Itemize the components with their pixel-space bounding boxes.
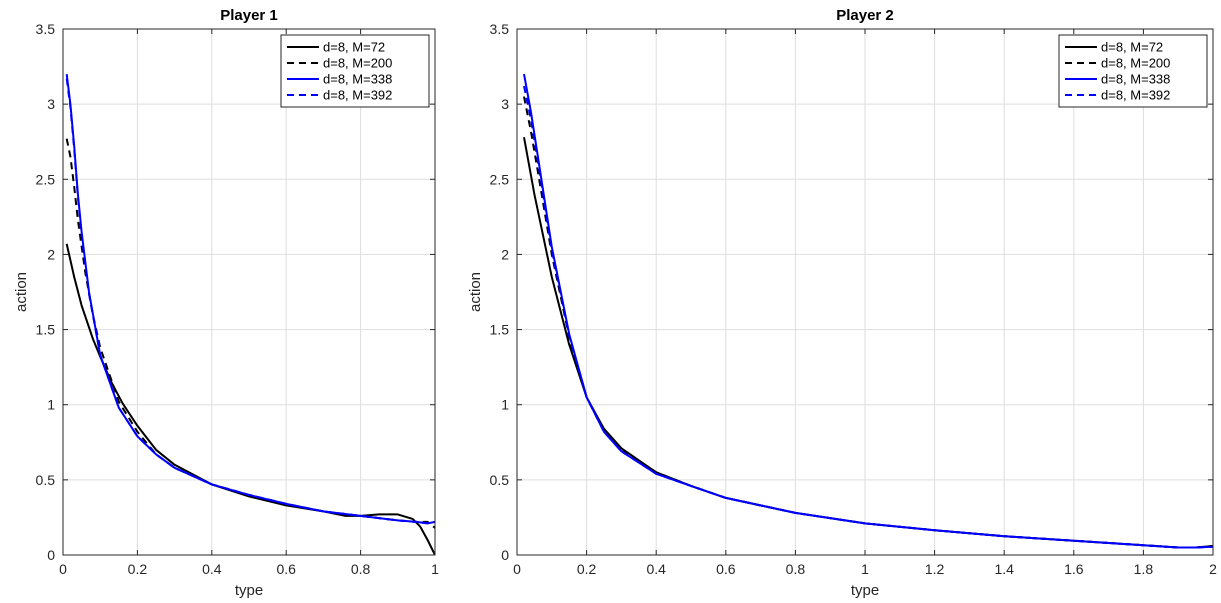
y-tick-label: 1.5 [36,322,56,338]
series-line-4 [523,85,1213,549]
x-tick-label: 0.8 [786,561,806,577]
x-tick-label: 1.8 [1134,561,1154,577]
x-tick-label: 0.6 [276,561,296,577]
y-tick-label: 0.5 [490,472,510,488]
y-tick-label: 3.5 [490,21,510,37]
x-tick-label: 1.6 [1064,561,1084,577]
x-tick-label: 1.2 [925,561,945,577]
x-tick-label: 0 [59,561,67,577]
legend-label: d=8, M=338 [323,72,392,87]
legend-label: d=8, M=392 [1101,88,1170,103]
y-tick-label: 1.5 [490,322,510,338]
y-tick-label: 0.5 [36,472,56,488]
legend-label: d=8, M=72 [1101,40,1163,55]
y-tick-label: 3 [47,96,55,112]
plot-area [63,29,435,555]
y-tick-label: 2.5 [36,171,56,187]
plot-title: Player 1 [220,7,278,24]
x-axis-label: type [851,582,879,599]
x-axis-label: type [235,582,263,599]
legend-label: d=8, M=72 [323,40,385,55]
x-tick-label: 0 [513,561,521,577]
x-tick-label: 2 [1209,561,1217,577]
plot-title: Player 2 [836,7,894,24]
series-lines [65,73,435,555]
legend-label: d=8, M=392 [323,88,392,103]
y-axis-label: action [13,272,30,312]
legend-label: d=8, M=338 [1101,72,1170,87]
tick-marks: 0 0.2 0.4 0.6 0.8 1 1.2 1.4 1.6 1.8 2 0 0.5 1 1.5 2 2.5 3… [490,21,1218,577]
y-tick-label: 0 [47,547,55,563]
y-tick-label: 3.5 [36,21,56,37]
y-tick-label: 3 [501,96,509,112]
tick-marks: 0 0.2 0.4 0.6 0.8 1 0 0.5 1 1.5 2 2.5 3 3.5 [36,21,440,577]
y-tick-label: 0 [501,547,509,563]
y-tick-label: 2 [501,246,509,262]
y-tick-label: 1 [501,397,509,413]
x-tick-label: 0.2 [577,561,597,577]
x-tick-label: 0.2 [128,561,148,577]
player-1-plot: 0 0.2 0.4 0.6 0.8 100.511.522.533.5 Player 1 … [13,7,439,599]
player-2-plot: 0 0.2 0.4 0.6 0.8 1 1.2 1.4 1.6 1.8 2 0 0.5 1 1.5 2 2.5 3… [467,7,1218,599]
y-axis-label: action [467,272,484,312]
x-tick-label: 1 [431,561,439,577]
series-line-4 [65,78,435,525]
x-tick-label: 1 [861,561,869,577]
y-tick-label: 2.5 [490,171,510,187]
y-tick-label: 1 [47,397,55,413]
axes-frame [62,28,436,556]
x-tick-label: 1.4 [994,561,1014,577]
legend-label: d=8, M=200 [1101,56,1170,71]
x-tick-label: 0.8 [351,561,371,577]
grid-lines [62,28,436,556]
legend-label: d=8, M=200 [323,56,392,71]
x-tick-label: 0.6 [716,561,736,577]
x-tick-label: 0.4 [202,561,222,577]
series-lines [523,73,1213,549]
y-tick-label: 2 [47,246,55,262]
x-tick-label: 0.4 [646,561,666,577]
series-line-2 [65,138,435,530]
